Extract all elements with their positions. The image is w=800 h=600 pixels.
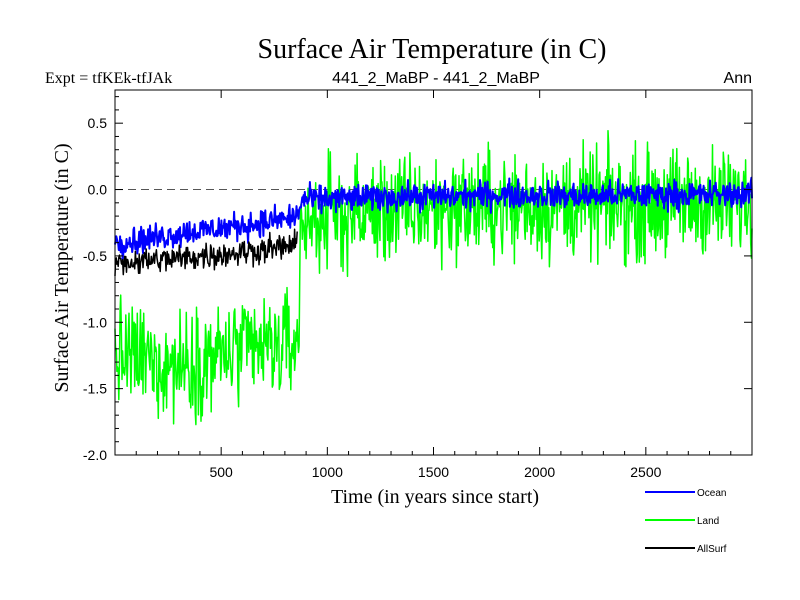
- legend-label-ocean: Ocean: [697, 488, 726, 499]
- axes: 500 1000 1500 2000 2500 -2.0 -1.5 -1.0 -0.5 0.0 0.…: [83, 90, 752, 480]
- legend-label-land: Land: [697, 516, 719, 527]
- legend-label-allsurf: AllSurf: [697, 544, 727, 555]
- x-tick-label: 1500: [418, 464, 449, 480]
- x-tick-label: 500: [209, 464, 233, 480]
- season-label: Ann: [724, 70, 752, 87]
- y-axis-label: Surface Air Temperature (in C): [51, 143, 73, 392]
- series-line-allsurf: [114, 228, 298, 277]
- chart-title: Surface Air Temperature (in C): [258, 34, 607, 65]
- x-tick-label: 1000: [312, 464, 343, 480]
- legend: Ocean Land AllSurf: [645, 488, 727, 555]
- y-tick-label: 0.5: [88, 115, 108, 131]
- series-line-land: [114, 130, 753, 426]
- y-tick-label: -2.0: [83, 447, 107, 463]
- x-tick-label: 2000: [524, 464, 555, 480]
- y-tick-label: -1.0: [83, 314, 107, 330]
- series-line-ocean: [114, 176, 753, 261]
- comparison-label: 441_2_MaBP - 441_2_MaBP: [332, 70, 540, 87]
- y-tick-label: -1.5: [83, 381, 107, 397]
- y-tick-label: 0.0: [88, 182, 108, 198]
- x-tick-label: 2500: [630, 464, 661, 480]
- y-tick-label: -0.5: [83, 248, 107, 264]
- plot-content: [114, 130, 753, 426]
- x-axis-label: Time (in years since start): [331, 486, 539, 508]
- experiment-label: Expt = tfKEk-tfJAk: [45, 70, 172, 87]
